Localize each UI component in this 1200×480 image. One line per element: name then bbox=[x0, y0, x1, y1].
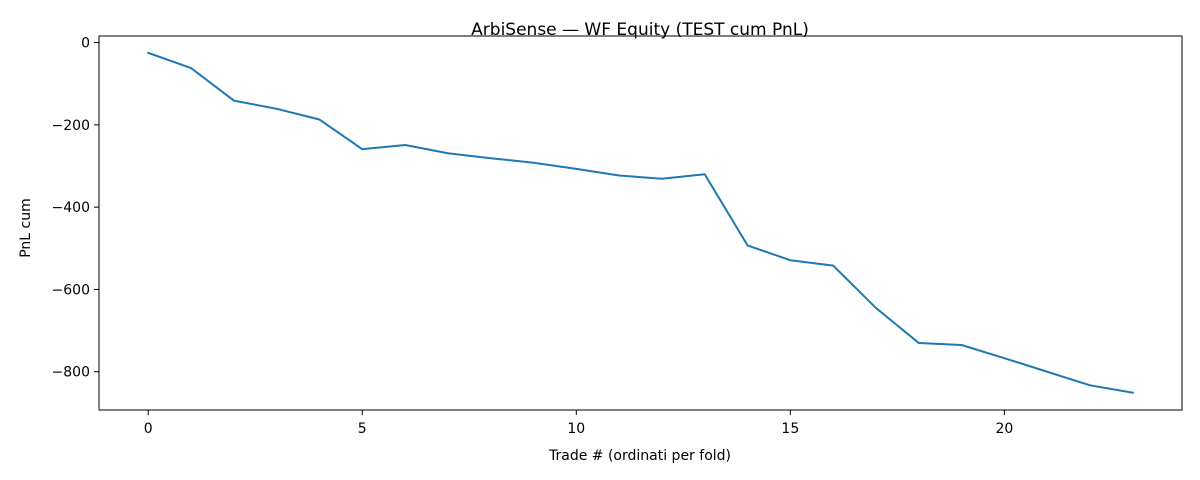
x-tick-label: 0 bbox=[144, 421, 153, 437]
y-tick-label: −200 bbox=[52, 118, 90, 134]
x-axis: 0 5 10 15 20 bbox=[144, 410, 1013, 437]
y-tick-label: −800 bbox=[52, 365, 90, 381]
x-tick-label: 5 bbox=[358, 421, 367, 437]
x-tick-label: 15 bbox=[781, 421, 799, 437]
chart-title: ArbiSense — WF Equity (TEST cum PnL) bbox=[471, 20, 809, 40]
y-tick-label: −400 bbox=[52, 200, 90, 216]
y-tick-label: 0 bbox=[81, 36, 90, 52]
x-axis-label: Trade # (ordinati per fold) bbox=[548, 448, 731, 464]
y-axis-label: PnL cum bbox=[18, 198, 34, 258]
x-tick-label: 20 bbox=[995, 421, 1013, 437]
y-axis: 0 −200 −400 −600 −800 bbox=[52, 36, 99, 381]
x-tick-label: 10 bbox=[567, 421, 585, 437]
plot-frame bbox=[98, 35, 1183, 411]
y-tick-label: −600 bbox=[52, 282, 90, 298]
plot-area bbox=[146, 51, 1134, 394]
series-line-0 bbox=[146, 51, 1134, 394]
